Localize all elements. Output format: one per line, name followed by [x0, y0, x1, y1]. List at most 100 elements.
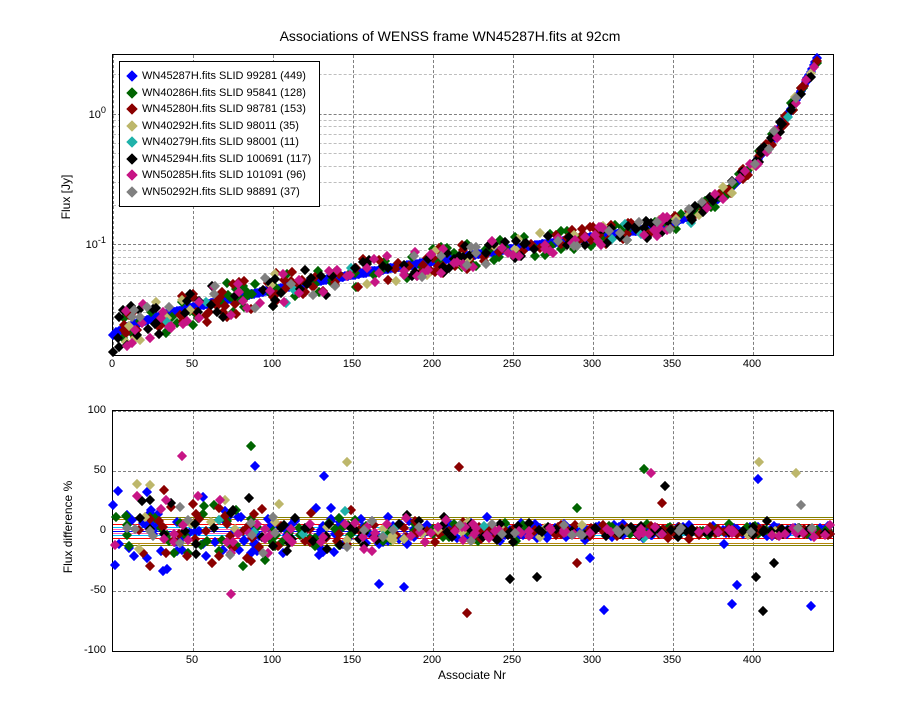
data-point [244, 493, 254, 503]
legend-marker [126, 71, 137, 82]
data-point [758, 606, 768, 616]
xtick-label: 100 [263, 358, 281, 370]
legend-marker [126, 137, 137, 148]
legend-item: WN45294H.fits SLID 100691 (117) [128, 151, 311, 168]
data-point [199, 501, 209, 511]
data-point [177, 451, 187, 461]
data-point [769, 558, 779, 568]
ytick-label: 0 [72, 524, 106, 536]
xtick-label: 200 [423, 654, 441, 666]
chart-title: Associations of WENSS frame WN45287H.fit… [0, 28, 900, 44]
data-point [719, 539, 729, 549]
ytick-label: 10-1 [72, 235, 106, 251]
ytick-label: -50 [72, 584, 106, 596]
legend-label: WN40279H.fits SLID 98001 (11) [142, 134, 299, 151]
xtick-label: 400 [743, 358, 761, 370]
xtick-label: 150 [343, 654, 361, 666]
data-point [132, 479, 142, 489]
legend-label: WN45280H.fits SLID 98781 (153) [142, 101, 306, 118]
gridline [113, 651, 833, 652]
data-point [342, 457, 352, 467]
gridline-minor [113, 335, 833, 336]
legend-item: WN40279H.fits SLID 98001 (11) [128, 134, 311, 151]
legend: WN45287H.fits SLID 99281 (449)WN40286H.f… [119, 61, 320, 207]
data-point [367, 546, 377, 556]
data-point [319, 471, 329, 481]
legend-label: WN45287H.fits SLID 99281 (449) [142, 68, 306, 85]
data-point [530, 251, 540, 261]
gridline [113, 471, 833, 472]
ytick-label: -100 [72, 644, 106, 656]
xtick-label: 250 [503, 654, 521, 666]
legend-label: WN50285H.fits SLID 101091 (96) [142, 167, 306, 184]
data-point [175, 502, 185, 512]
data-point [108, 500, 118, 510]
legend-item: WN40286H.fits SLID 95841 (128) [128, 85, 311, 102]
xtick-label: 150 [343, 358, 361, 370]
xtick-label: 50 [186, 654, 198, 666]
xtick-label: 300 [583, 358, 601, 370]
data-point [370, 277, 380, 287]
ytick-label: 100 [72, 404, 106, 416]
data-point [572, 558, 582, 568]
data-point [754, 457, 764, 467]
ytick-label: 50 [72, 464, 106, 476]
data-point [572, 503, 582, 513]
xtick-label: 350 [663, 358, 681, 370]
data-point [250, 461, 260, 471]
top-ylabel: Flux [Jy] [59, 167, 73, 227]
xtick-label: 200 [423, 358, 441, 370]
legend-label: WN40292H.fits SLID 98011 (35) [142, 118, 299, 135]
data-point [113, 486, 123, 496]
legend-label: WN50292H.fits SLID 98891 (37) [142, 184, 300, 201]
legend-marker [126, 153, 137, 164]
data-point [391, 276, 401, 286]
data-point [246, 441, 256, 451]
data-point [599, 605, 609, 615]
legend-marker [126, 87, 137, 98]
xtick-label: 50 [186, 358, 198, 370]
data-point [207, 558, 217, 568]
data-point [159, 485, 169, 495]
data-point [202, 317, 212, 327]
gridline [113, 591, 833, 592]
xtick-label: 300 [583, 654, 601, 666]
legend-item: WN45280H.fits SLID 98781 (153) [128, 101, 311, 118]
data-point [657, 498, 667, 508]
legend-item: WN45287H.fits SLID 99281 (449) [128, 68, 311, 85]
data-point [660, 481, 670, 491]
data-point [806, 601, 816, 611]
data-point [796, 500, 806, 510]
bottom-xlabel: Associate Nr [112, 668, 832, 682]
legend-marker [126, 186, 137, 197]
data-point [257, 504, 267, 514]
xtick-label: 350 [663, 654, 681, 666]
xtick-label: 0 [109, 358, 115, 370]
data-point [753, 474, 763, 484]
data-point [326, 503, 336, 513]
bottom-chart [112, 410, 834, 652]
top-chart: WN45287H.fits SLID 99281 (449)WN40286H.f… [112, 54, 834, 356]
ytick-label: 100 [72, 105, 106, 121]
data-point [374, 579, 384, 589]
gridline [113, 411, 833, 412]
legend-label: WN45294H.fits SLID 100691 (117) [142, 151, 311, 168]
legend-item: WN50292H.fits SLID 98891 (37) [128, 184, 311, 201]
xtick-label: 400 [743, 654, 761, 666]
figure: Associations of WENSS frame WN45287H.fit… [0, 0, 900, 720]
legend-marker [126, 170, 137, 181]
data-point [727, 599, 737, 609]
legend-marker [126, 120, 137, 131]
data-point [274, 499, 284, 509]
data-point [791, 468, 801, 478]
data-point [462, 608, 472, 618]
xtick-label: 100 [263, 654, 281, 666]
data-point [145, 561, 155, 571]
legend-item: WN50285H.fits SLID 101091 (96) [128, 167, 311, 184]
xtick-label: 250 [503, 358, 521, 370]
data-point [732, 580, 742, 590]
gridline-minor [113, 283, 833, 284]
data-point [110, 560, 120, 570]
legend-item: WN40292H.fits SLID 98011 (35) [128, 118, 311, 135]
legend-marker [126, 104, 137, 115]
